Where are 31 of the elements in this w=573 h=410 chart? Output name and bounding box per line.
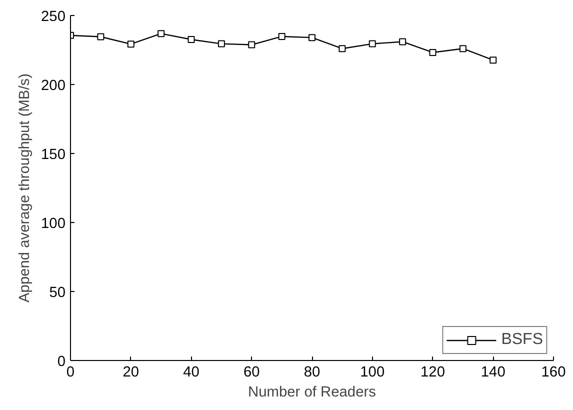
point [399,38,406,46]
point [97,33,104,40]
x-tick-label: 160 [541,364,566,380]
y-axis-title: Append average throughput (MB/s) [17,74,34,302]
point [429,48,436,56]
x-tick-label: 60 [243,364,260,380]
point [368,40,376,48]
x-tick-label: 100 [360,364,385,380]
x-tick-label: 40 [183,364,200,380]
point [490,56,497,64]
y-tick-label: 100 [41,216,66,232]
point [338,45,346,52]
y-tick-label: 250 [41,9,66,25]
x-tick-label: 20 [122,364,140,380]
point [308,34,316,42]
y-tick-label: 0 [57,354,66,370]
y-tick-label: 200 [41,78,66,94]
point [278,32,286,40]
point [459,45,466,52]
point [188,36,195,44]
x-axis-title: Number of Readers [248,384,376,400]
legend-label: BSFS [501,331,543,349]
x-tick-label: 80 [304,364,320,380]
y-tick-label: 50 [49,285,66,301]
x-tick-label: 120 [420,364,445,380]
y-tick-label: 150 [41,147,66,163]
point [248,41,256,48]
point [158,30,165,38]
point [218,40,225,48]
point [127,40,134,48]
x-tick-label: 140 [480,364,506,380]
